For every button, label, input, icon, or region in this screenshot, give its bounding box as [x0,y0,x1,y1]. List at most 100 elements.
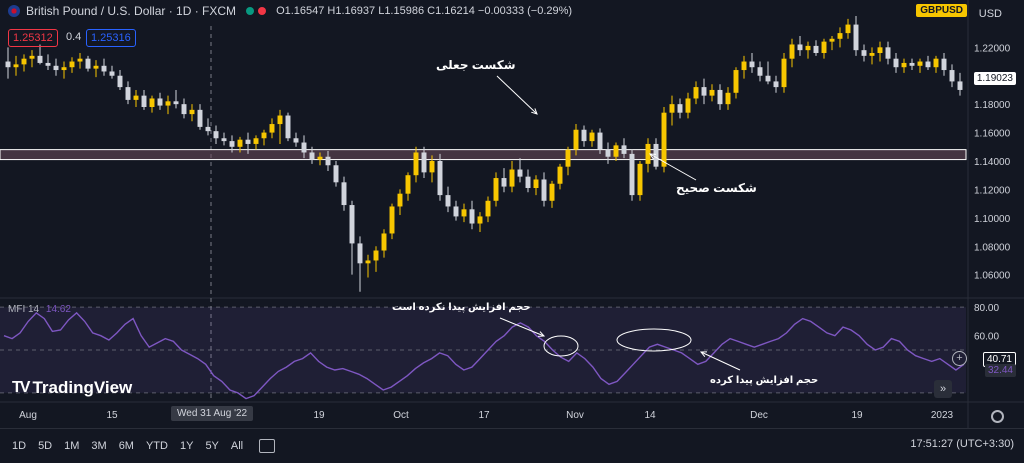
candle-body [669,104,675,113]
time-tick-label: 19 [313,410,325,421]
clock[interactable]: 17:51:27 (UTC+3:30) [910,438,1014,450]
candle-body [837,33,843,39]
candle-body [165,101,171,106]
candle-body [205,126,211,132]
buy-button[interactable]: 1.25316 [86,29,136,47]
candle-body [349,205,355,244]
symbol-header[interactable]: British Pound / U.S. Dollar · 1D · FXCM … [8,4,572,18]
tradingview-mark-icon: TV [12,379,31,396]
candle-body [213,131,219,139]
support-resistance-zone[interactable] [0,149,967,161]
candle-body [413,152,419,176]
timeframe-5y[interactable]: 5Y [205,440,219,452]
candle-body [941,58,947,71]
volume-label: حجم افزایش پیدا کرده [710,375,819,386]
false-break-label: شکست جعلی [436,58,516,72]
candle-body [509,169,515,187]
mfi-legend[interactable]: MFI 14 14.62 [8,304,71,315]
timeframe-1d[interactable]: 1D [12,440,27,452]
candle-body [397,193,403,207]
candle-body [93,65,99,69]
true-break-arrow-head [648,153,657,160]
chart-grid [0,0,1024,428]
candle-body [765,75,771,82]
true-break-label: شکست صحیح [676,181,757,195]
candle-body [421,152,427,173]
candle-body [197,109,203,127]
candle-body [429,161,435,173]
volume-arrow [700,351,741,371]
mfi-line [3,311,965,400]
price-tick-label: 1.06000 [974,271,1011,282]
candle-body [253,138,259,144]
timeframe-ytd[interactable]: YTD [145,440,168,452]
mfi-tick-label: 60.00 [974,332,999,343]
candle-body [621,145,627,154]
timeframe-5d[interactable]: 5D [38,440,53,452]
candle-body [149,98,155,107]
candle-body [405,175,411,194]
candle-body [261,132,267,139]
candle-body [781,58,787,88]
time-tick-label: 19 [851,410,863,421]
candle-body [357,243,363,264]
timeframe-all[interactable]: All [230,440,244,452]
candle-body [805,45,811,51]
candle-body [373,250,379,261]
candle-body [493,178,499,201]
timeframe-3m[interactable]: 3M [91,440,107,452]
candle-body [733,70,739,93]
candle-body [949,70,955,82]
time-axis[interactable]: Aug 15 19 Oct 17 Nov 14 Dec 19 2023 [19,410,953,421]
candle-body [757,67,763,76]
calendar-icon[interactable] [259,439,276,453]
candle-body [5,61,11,68]
candle-body [797,44,803,51]
candle-body [541,179,547,201]
candle-body [525,176,531,188]
candle-body [653,143,659,167]
candle-body [437,161,443,196]
symbol-title[interactable]: British Pound / U.S. Dollar · 1D · FXCM [26,4,237,18]
candle-body [701,87,707,96]
candle-body [909,62,915,66]
candle-body [29,55,35,59]
zone-rect[interactable] [0,149,967,161]
candlestick-series [5,16,963,292]
candle-body [869,53,875,56]
candle-body [957,81,963,90]
timeframe-1m[interactable]: 1M [64,440,80,452]
currency-selector[interactable]: USD [978,8,1002,20]
candle-body [85,58,91,69]
timeframe-1y[interactable]: 1Y [179,440,194,452]
price-tick-label: 1.16000 [974,129,1011,140]
candle-body [717,89,723,105]
candle-body [237,139,243,147]
spread-value: 0.4 [66,31,82,43]
candle-body [861,50,867,56]
time-tick-label: Dec [750,410,768,421]
status-dot-green-icon [246,7,255,15]
price-tick-label: 1.22000 [974,43,1011,54]
mfi-low-badge: 32.44 [984,364,1016,377]
candle-body [573,129,579,150]
candle-body [189,109,195,115]
false-break-arrow-head [531,108,538,115]
add-plus-icon[interactable]: + [952,351,967,366]
timeframe-6m[interactable]: 6M [118,440,134,452]
sell-button[interactable]: 1.25312 [8,29,58,47]
price-tick-label: 1.08000 [974,242,1011,253]
market-status [246,7,267,15]
candle-body [181,104,187,115]
time-tick-label: Aug [19,410,37,421]
settings-gear-icon[interactable] [991,410,1004,423]
candle-body [293,138,299,143]
no-volume-arrow [499,317,545,337]
candle-body [693,87,699,99]
candle-body [485,200,491,217]
scroll-to-realtime-icon[interactable]: » [934,380,952,398]
candle-body [445,195,451,207]
mfi-series [3,311,965,400]
candle-body [917,61,923,66]
